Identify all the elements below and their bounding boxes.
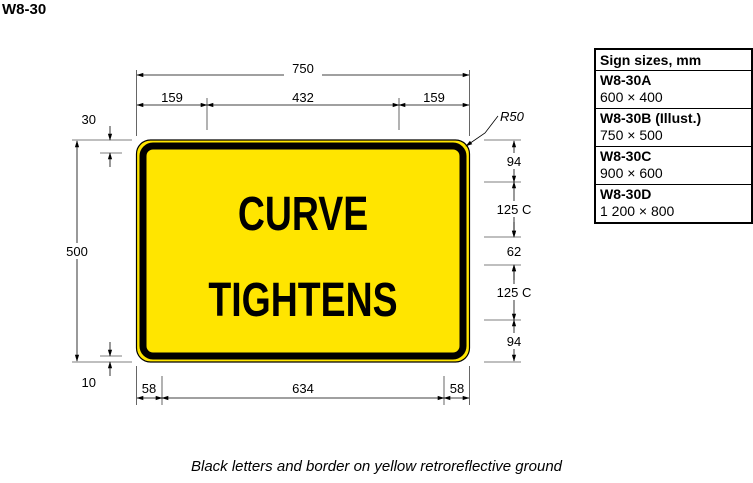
dim-bottom-gap: 94	[507, 334, 521, 349]
size-code: W8-30C	[600, 148, 652, 164]
size-dimensions: 1 200 × 800	[600, 203, 675, 219]
dim-line-gap: 62	[507, 244, 521, 259]
drawing-caption: Black letters and border on yellow retro…	[190, 458, 563, 475]
size-code: W8-30A	[600, 72, 652, 88]
size-dimensions: 750 × 500	[600, 127, 663, 143]
dim-overall-height: 500	[66, 244, 88, 259]
dim-text-width: 432	[292, 90, 314, 105]
dim-line2-height: 125 C	[497, 285, 532, 300]
size-row-w8-30a: W8-30A 600 × 400	[596, 71, 751, 109]
dim-top-gap: 94	[507, 154, 521, 169]
sign-line-tightens: TIGHTENS	[208, 274, 397, 328]
sheet-title: W8-30	[2, 1, 47, 18]
dim-right-margin: 58	[450, 381, 464, 396]
dim-border-inset-bottom: 10	[82, 375, 96, 390]
dim-left-margin: 58	[142, 381, 156, 396]
dim-overall-width: 750	[292, 61, 314, 76]
sizes-table-header: Sign sizes, mm	[596, 50, 751, 71]
dim-line1-height: 125 C	[497, 202, 532, 217]
size-dimensions: 900 × 600	[600, 165, 663, 181]
sign-line-curve: CURVE	[238, 188, 368, 242]
dim-border-inset-top: 30	[82, 112, 96, 127]
size-row-w8-30c: W8-30C 900 × 600	[596, 147, 751, 185]
size-dimensions: 600 × 400	[600, 89, 663, 105]
sign-border	[139, 142, 467, 360]
size-row-w8-30d: W8-30D 1 200 × 800	[596, 185, 751, 222]
dim-inner-width: 634	[292, 381, 314, 396]
size-code: W8-30D	[600, 186, 652, 202]
size-code: W8-30B (Illust.)	[600, 110, 702, 126]
sign-sizes-table: Sign sizes, mm W8-30A 600 × 400 W8-30B (…	[594, 48, 753, 224]
dim-corner-radius: R50	[500, 109, 525, 124]
size-row-w8-30b: W8-30B (Illust.) 750 × 500	[596, 109, 751, 147]
dim-left-offset: 159	[161, 90, 183, 105]
sign-panel	[135, 139, 471, 363]
dim-right-offset: 159	[423, 90, 445, 105]
